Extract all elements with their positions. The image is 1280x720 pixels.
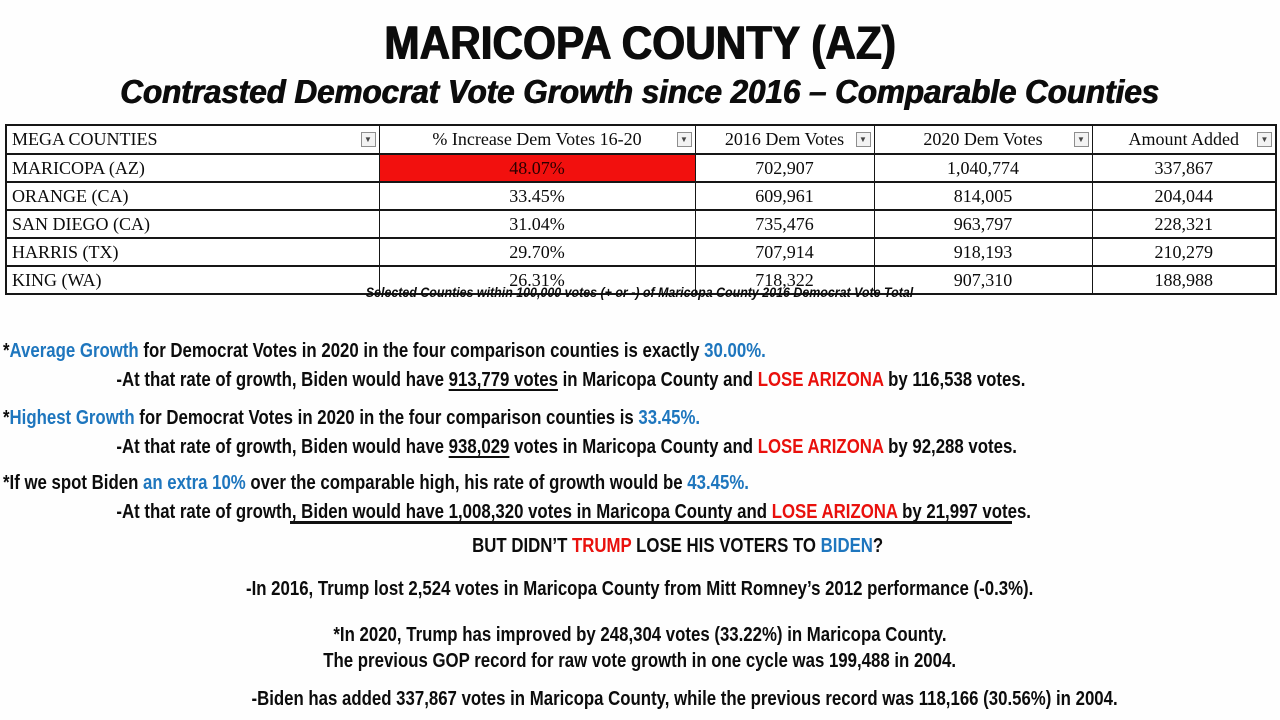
table-footnote: Selected Counties within 100,000 votes (… <box>366 285 914 300</box>
lose-arizona-text: LOSE ARIZONA <box>757 369 884 391</box>
cell-county: MARICOPA (AZ) <box>5 153 380 183</box>
lose-arizona-text: LOSE ARIZONA <box>771 501 898 523</box>
chevron-down-icon: ▼ <box>859 134 867 144</box>
analysis-extra-ten-line2: -At that rate of growth, Biden would hav… <box>116 501 1031 523</box>
cell-amount-added: 188,988 <box>1091 265 1277 295</box>
cell-county: KING (WA) <box>5 265 380 295</box>
table-row-maricopa: MARICOPA (AZ) 48.07% 702,907 1,040,774 3… <box>5 153 1277 183</box>
cell-pct-increase: 26.31% <box>378 265 696 295</box>
cell-county: HARRIS (TX) <box>5 237 380 267</box>
highlight-highest-growth: Highest Growth <box>9 407 135 429</box>
underlined-votes-938029: 938,029 <box>448 436 510 458</box>
fact-trump-2016: -In 2016, Trump lost 2,524 votes in Mari… <box>246 578 1034 600</box>
cell-2020-votes: 918,193 <box>873 237 1093 267</box>
cell-2020-votes: 907,310 <box>873 265 1093 295</box>
lose-arizona-text: LOSE ARIZONA <box>757 436 884 458</box>
filter-dropdown-2020-votes[interactable]: ▼ <box>1073 131 1089 147</box>
fact-trump-2020: *In 2020, Trump has improved by 248,304 … <box>0 622 1280 674</box>
table-row-san-diego: SAN DIEGO (CA) 31.04% 735,476 963,797 22… <box>5 209 1277 239</box>
column-header-2020-votes: 2020 Dem Votes ▼ <box>873 124 1093 155</box>
page-title: MARICOPA COUNTY (AZ) <box>384 16 896 69</box>
chevron-down-icon: ▼ <box>1260 134 1269 144</box>
highlight-30-percent: 30.00%. <box>704 340 766 362</box>
analysis-extra-ten-line1: *If we spot Biden an extra 10% over the … <box>3 472 749 494</box>
cell-amount-added: 210,279 <box>1091 237 1277 267</box>
analysis-highest-growth-line1: *Highest Growth for Democrat Votes in 20… <box>3 407 701 429</box>
horizontal-divider <box>290 521 1012 524</box>
analysis-extra-ten-percent: *If we spot Biden an extra 10% over the … <box>3 469 1280 527</box>
fact-biden-record: -Biden has added 337,867 votes in Marico… <box>251 688 1119 710</box>
cell-amount-added: 204,044 <box>1091 181 1277 211</box>
table-row-harris: HARRIS (TX) 29.70% 707,914 918,193 210,2… <box>5 237 1277 267</box>
filter-dropdown-pct-increase[interactable]: ▼ <box>676 131 692 147</box>
cell-2020-votes: 963,797 <box>873 209 1093 239</box>
analysis-average-growth-line1: *Average Growth for Democrat Votes in 20… <box>3 340 766 362</box>
filter-dropdown-2016-votes[interactable]: ▼ <box>855 131 871 147</box>
cell-2020-votes: 814,005 <box>873 181 1093 211</box>
fact-trump-2020-line1: *In 2020, Trump has improved by 248,304 … <box>333 624 947 646</box>
comparable-counties-table: MEGA COUNTIES ▼ % Increase Dem Votes 16-… <box>5 124 1277 295</box>
filter-dropdown-mega-counties[interactable]: ▼ <box>360 131 376 147</box>
chevron-down-icon: ▼ <box>364 134 372 144</box>
underlined-votes-913779: 913,779 votes <box>448 369 558 391</box>
table-row-orange: ORANGE (CA) 33.45% 609,961 814,005 204,0… <box>5 181 1277 211</box>
cell-amount-added: 337,867 <box>1091 153 1277 183</box>
cell-amount-added: 228,321 <box>1091 209 1277 239</box>
cell-county: ORANGE (CA) <box>5 181 380 211</box>
column-header-mega-counties: MEGA COUNTIES ▼ <box>5 124 380 155</box>
table-row-king: KING (WA) 26.31% 718,322 907,310 188,988 <box>5 265 1277 295</box>
trump-text: TRUMP <box>572 535 632 557</box>
cell-pct-increase: 33.45% <box>378 181 696 211</box>
highlight-33-percent: 33.45%. <box>638 407 701 429</box>
column-header-pct-increase: % Increase Dem Votes 16-20 ▼ <box>378 124 696 155</box>
question-heading: BUT DIDN’T TRUMP LOSE HIS VOTERS TO BIDE… <box>472 535 884 557</box>
cell-2016-votes: 735,476 <box>694 209 875 239</box>
cell-2020-votes: 1,040,774 <box>873 153 1093 183</box>
highlight-43-percent: 43.45%. <box>687 472 749 494</box>
table-header-row: MEGA COUNTIES ▼ % Increase Dem Votes 16-… <box>5 124 1277 155</box>
cell-pct-increase: 29.70% <box>378 237 696 267</box>
chevron-down-icon: ▼ <box>1077 134 1085 144</box>
chevron-down-icon: ▼ <box>680 134 688 144</box>
cell-2016-votes: 707,914 <box>694 237 875 267</box>
biden-text: BIDEN <box>820 535 874 557</box>
cell-2016-votes: 609,961 <box>694 181 875 211</box>
analysis-highest-growth: *Highest Growth for Democrat Votes in 20… <box>3 404 1280 462</box>
underlined-votes-1008320: 1,008,320 <box>448 501 524 523</box>
cell-county: SAN DIEGO (CA) <box>5 209 380 239</box>
highlight-extra-10: an extra 10% <box>143 472 246 494</box>
column-header-amount-added: Amount Added ▼ <box>1091 124 1277 155</box>
filter-dropdown-amount-added[interactable]: ▼ <box>1257 131 1272 147</box>
highlight-average-growth: Average Growth <box>9 340 139 362</box>
cell-pct-increase: 31.04% <box>378 209 696 239</box>
cell-2016-votes: 702,907 <box>694 153 875 183</box>
analysis-highest-growth-line2: -At that rate of growth, Biden would hav… <box>116 436 1017 458</box>
analysis-average-growth-line2: -At that rate of growth, Biden would hav… <box>116 369 1026 391</box>
analysis-average-growth: *Average Growth for Democrat Votes in 20… <box>3 337 1280 395</box>
page-subtitle: Contrasted Democrat Vote Growth since 20… <box>120 73 1160 110</box>
fact-trump-2020-line2: The previous GOP record for raw vote gro… <box>323 650 957 672</box>
column-header-2016-votes: 2016 Dem Votes ▼ <box>694 124 875 155</box>
highlighted-cell-pct-increase: 48.07% <box>378 153 696 183</box>
